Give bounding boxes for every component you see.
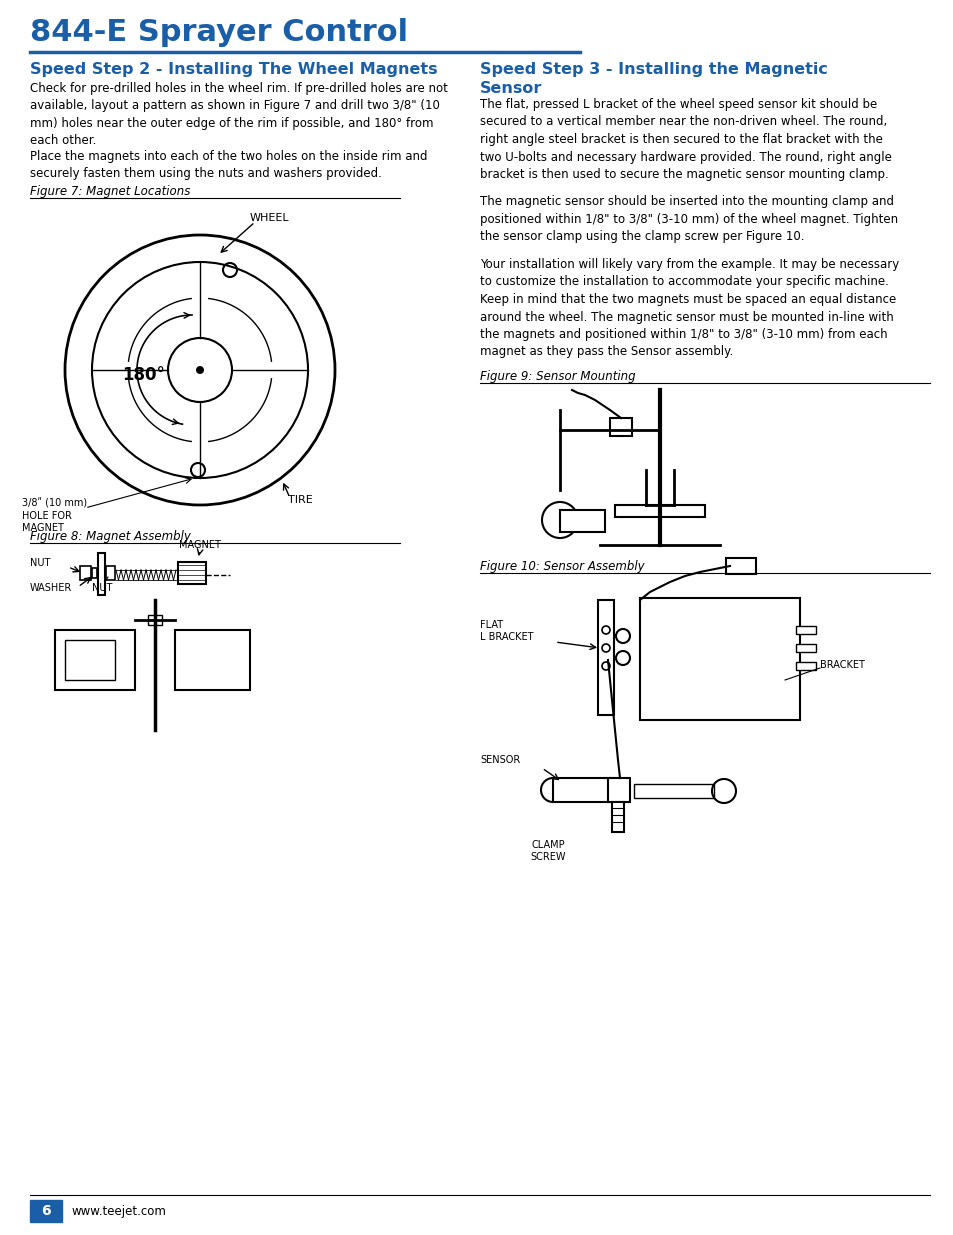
Text: WHEEL: WHEEL	[250, 212, 290, 224]
Text: 844-E Sprayer Control: 844-E Sprayer Control	[30, 19, 408, 47]
Bar	[30, 1200, 62, 1221]
Bar	[639, 598, 800, 720]
Text: Place the magnets into each of the two holes on the inside rim and
securely fast: Place the magnets into each of the two h…	[30, 149, 427, 180]
Text: Figure 10: Sensor Assembly: Figure 10: Sensor Assembly	[479, 559, 644, 573]
Text: BRACKET: BRACKET	[820, 659, 864, 671]
Bar	[725, 558, 755, 574]
Text: Speed Step 3 - Installing the Magnetic
Sensor: Speed Step 3 - Installing the Magnetic S…	[479, 62, 827, 96]
Text: WASHER: WASHER	[30, 583, 72, 593]
Bar	[634, 784, 713, 798]
Text: NUT: NUT	[91, 583, 112, 593]
Text: 6: 6	[41, 1204, 51, 1218]
Text: SENSOR: SENSOR	[479, 755, 519, 764]
Bar	[795, 626, 815, 634]
Text: TIRE: TIRE	[288, 495, 313, 505]
Bar	[559, 510, 604, 532]
Bar	[553, 778, 613, 802]
Text: Figure 9: Sensor Mounting: Figure 9: Sensor Mounting	[479, 370, 635, 383]
Text: Your installation will likely vary from the example. It may be necessary
to cust: Your installation will likely vary from …	[479, 258, 899, 358]
Text: Figure 8: Magnet Assembly: Figure 8: Magnet Assembly	[30, 530, 191, 543]
Bar	[65, 640, 115, 680]
Bar	[607, 778, 629, 802]
Circle shape	[195, 366, 204, 374]
Bar	[91, 568, 97, 578]
Text: www.teejet.com: www.teejet.com	[71, 1204, 167, 1218]
Text: NUT: NUT	[30, 558, 51, 568]
Bar	[106, 566, 115, 580]
Bar	[98, 553, 105, 595]
Bar	[148, 615, 162, 625]
Bar	[55, 630, 135, 690]
Text: Figure 7: Magnet Locations: Figure 7: Magnet Locations	[30, 185, 191, 198]
Text: Speed Step 2 - Installing The Wheel Magnets: Speed Step 2 - Installing The Wheel Magn…	[30, 62, 437, 77]
Text: FLAT
L BRACKET: FLAT L BRACKET	[479, 620, 533, 642]
Bar	[795, 662, 815, 671]
Bar	[178, 562, 206, 584]
Bar	[598, 600, 614, 715]
Bar	[174, 630, 250, 690]
Text: 3/8ʺ (10 mm)
HOLE FOR
MAGNET: 3/8ʺ (10 mm) HOLE FOR MAGNET	[22, 498, 87, 534]
Text: Check for pre-drilled holes in the wheel rim. If pre-drilled holes are not
avail: Check for pre-drilled holes in the wheel…	[30, 82, 447, 147]
Bar	[80, 566, 91, 580]
Bar	[795, 643, 815, 652]
Text: CLAMP
SCREW: CLAMP SCREW	[530, 840, 565, 862]
Text: 180°: 180°	[122, 366, 165, 384]
Bar	[612, 802, 623, 832]
Text: MAGNET: MAGNET	[179, 540, 221, 550]
Text: The magnetic sensor should be inserted into the mounting clamp and
positioned wi: The magnetic sensor should be inserted i…	[479, 195, 897, 243]
Bar	[615, 505, 704, 517]
Text: The flat, pressed L bracket of the wheel speed sensor kit should be
secured to a: The flat, pressed L bracket of the wheel…	[479, 98, 891, 182]
Bar	[609, 417, 631, 436]
